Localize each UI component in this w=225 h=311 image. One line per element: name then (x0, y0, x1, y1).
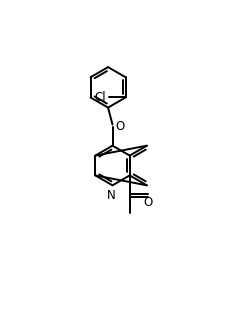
Text: O: O (115, 120, 124, 133)
Text: Cl: Cl (94, 91, 106, 104)
Text: O: O (143, 197, 152, 210)
Text: N: N (107, 189, 116, 202)
